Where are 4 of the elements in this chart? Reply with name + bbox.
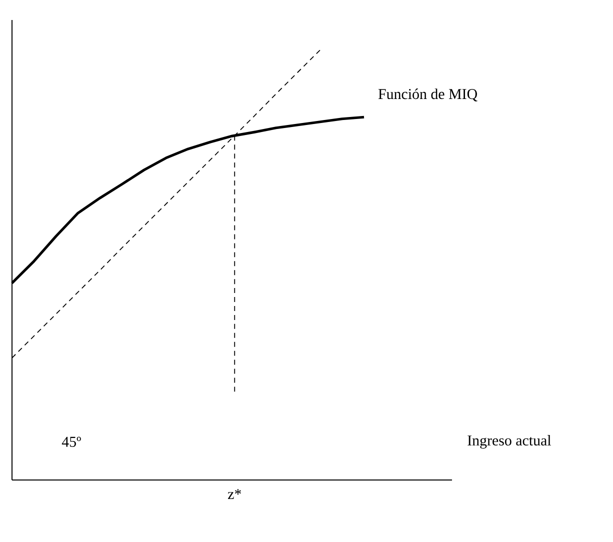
text: z* <box>228 489 241 499</box>
annotation: 45º <box>62 436 81 447</box>
series-label: Función de MIQ <box>378 88 478 102</box>
x-axis-title: Ingreso actual <box>468 435 552 449</box>
